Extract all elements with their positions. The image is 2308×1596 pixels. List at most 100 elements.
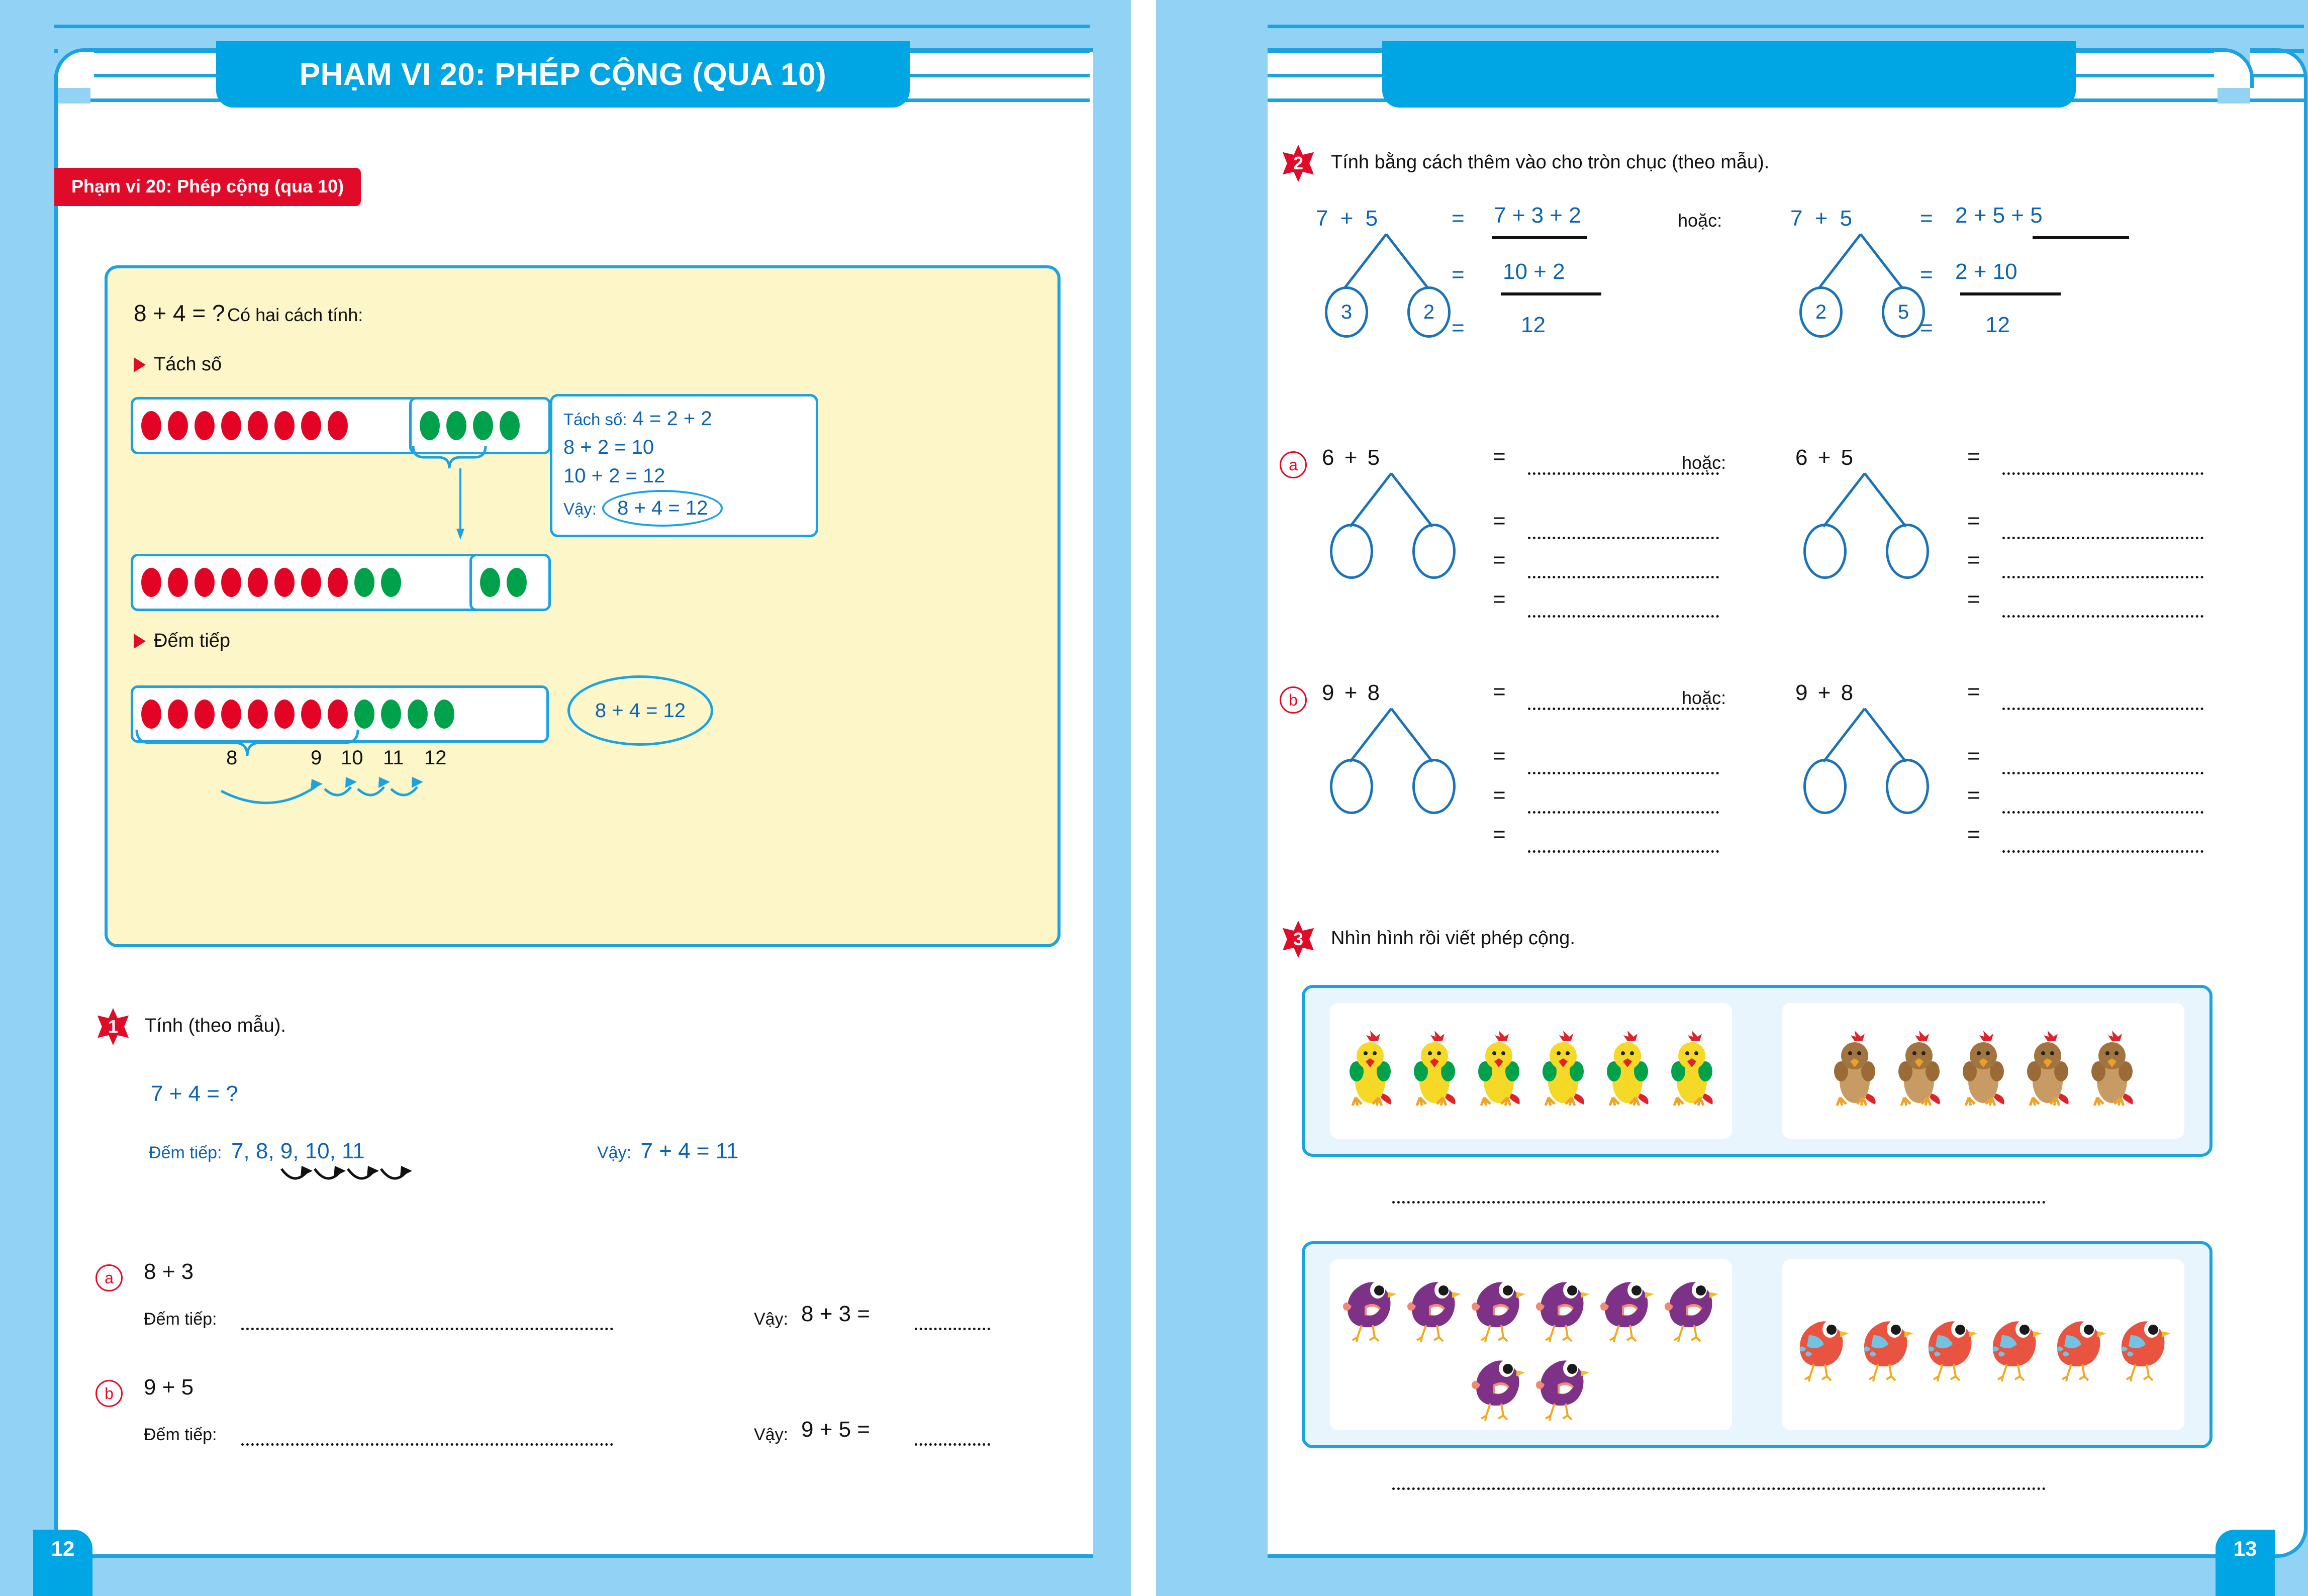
ex1-item-b-answer-blank[interactable] bbox=[915, 1443, 990, 1446]
exercise-3-title: Nhìn hình rồi viết phép cộng. bbox=[1331, 928, 1575, 949]
ex1-item-b-count-label: Đếm tiếp: bbox=[144, 1425, 217, 1444]
red-bird-icon bbox=[2121, 1321, 2171, 1382]
ex2-item-a-node-a[interactable] bbox=[1330, 524, 1373, 579]
page-number-right: 13 bbox=[2216, 1530, 2275, 1596]
counter-dot-green bbox=[381, 568, 401, 597]
ex1-item-b-vay-label: Vậy: bbox=[754, 1425, 789, 1444]
ex2-sample-left-node-a: 3 bbox=[1325, 286, 1368, 338]
ex2-item-a-blank-5[interactable] bbox=[2002, 472, 2203, 475]
purple-bird-icon bbox=[1471, 1281, 1525, 1343]
ex2-item-b-blank-2[interactable] bbox=[1528, 772, 1719, 774]
counter-dot-red bbox=[274, 411, 295, 440]
ex2-item-b-node-a2[interactable] bbox=[1803, 759, 1847, 814]
ex1-sample-vay: 7 + 4 = 11 bbox=[640, 1139, 739, 1163]
ex1-item-b-vay-expr: 9 + 5 = bbox=[801, 1417, 871, 1442]
ex2-sample-hoac: hoặc: bbox=[1678, 210, 1722, 231]
method-2-heading: Đếm tiếp bbox=[134, 630, 230, 652]
theory-question-note: Có hai cách tính: bbox=[227, 305, 363, 325]
ex2-item-a-eq-8: = bbox=[1967, 587, 1980, 612]
ex1-item-b-count-blank[interactable] bbox=[241, 1443, 613, 1446]
ex2-item-b-node-a[interactable] bbox=[1330, 759, 1373, 814]
count-step-2: 11 bbox=[383, 747, 404, 769]
ex2-item-b-blank-7[interactable] bbox=[2002, 811, 2203, 814]
brown-hen-icon bbox=[2027, 1031, 2069, 1106]
counter-dot-red bbox=[301, 568, 321, 597]
ex2-item-b-blank-4[interactable] bbox=[1528, 850, 1719, 853]
right-page: 2 Tính bằng cách thêm vào cho tròn chục … bbox=[1156, 0, 2308, 1596]
ex2-item-a-blank-4[interactable] bbox=[1528, 615, 1719, 618]
ex2-item-a-blank-2[interactable] bbox=[1528, 537, 1719, 539]
yellow-chick-icon bbox=[1350, 1031, 1391, 1106]
counter-dot-green bbox=[446, 411, 466, 440]
ex3-answer-blank-1[interactable] bbox=[1392, 1201, 2046, 1204]
ex2-item-b-blank-1[interactable] bbox=[1528, 708, 1719, 710]
ex2-item-b-node-b2[interactable] bbox=[1886, 759, 1929, 814]
ex2-item-a-blank-1[interactable] bbox=[1528, 472, 1719, 475]
red-bird-icon bbox=[1799, 1321, 1849, 1382]
counter-dot-red bbox=[141, 700, 161, 729]
theory-question: 8 + 4 = ? bbox=[134, 300, 225, 326]
ex2-item-a-blank-8[interactable] bbox=[2002, 615, 2203, 618]
counter-dot-green bbox=[507, 568, 527, 597]
ex1-item-a-vay-expr: 8 + 3 = bbox=[801, 1302, 871, 1326]
red-bird-icon bbox=[1928, 1321, 1978, 1382]
ex2-sample-left-split-lines bbox=[1344, 233, 1428, 288]
method-2-label: Đếm tiếp bbox=[154, 630, 231, 651]
vay-result-oval: 8 + 4 = 12 bbox=[602, 490, 723, 527]
dot-box-row2-extra bbox=[469, 554, 551, 611]
purple-bird-icon bbox=[1407, 1281, 1461, 1343]
ex2-item-a-node-b[interactable] bbox=[1412, 524, 1456, 579]
red-bird-icon bbox=[1992, 1321, 2042, 1382]
vay-label: Vậy: bbox=[563, 500, 597, 519]
yellow-chick-icon bbox=[1543, 1031, 1584, 1106]
ex2-sample-left-eq3: 12 bbox=[1521, 313, 1546, 337]
purple-bird-icon bbox=[1342, 1281, 1397, 1343]
tach-so-info-card: Tách số: 4 = 2 + 2 8 + 2 = 10 10 + 2 = 1… bbox=[550, 394, 818, 538]
ex2-item-a-eq-1: = bbox=[1493, 444, 1506, 469]
ex2-item-a-expr-2: 6 + 5 bbox=[1795, 445, 1856, 470]
counter-dot-red bbox=[274, 568, 295, 597]
counter-dot-red bbox=[195, 411, 215, 440]
right-banner bbox=[1382, 41, 2076, 108]
ex2-item-a-eq-2: = bbox=[1493, 509, 1506, 533]
yellow-chick-icon bbox=[1671, 1031, 1713, 1106]
dot-box-row1-red bbox=[131, 397, 423, 454]
ex2-item-a-node-b2[interactable] bbox=[1886, 524, 1929, 579]
ex1-item-a-answer-blank[interactable] bbox=[915, 1328, 990, 1330]
ex2-item-b-blank-5[interactable] bbox=[2002, 708, 2203, 710]
ex2-item-a-blank-6[interactable] bbox=[2002, 537, 2203, 539]
ex2-item-b-eq-5: = bbox=[1967, 679, 1980, 704]
ex1-item-b-marker: b bbox=[95, 1380, 123, 1407]
ex2-item-a-eq-5: = bbox=[1967, 444, 1980, 469]
ex3-answer-blank-2[interactable] bbox=[1392, 1487, 2046, 1490]
result-bubble: 8 + 4 = 12 bbox=[567, 675, 713, 746]
ex2-item-a-blank-3[interactable] bbox=[1528, 576, 1719, 578]
ex3-panel2-right-group bbox=[1782, 1259, 2184, 1430]
red-bird-icon bbox=[2057, 1321, 2106, 1382]
exercise-2-title: Tính bằng cách thêm vào cho tròn chục (t… bbox=[1331, 152, 1770, 173]
ex2-item-b-eq-3: = bbox=[1493, 783, 1506, 808]
counter-dot-red bbox=[328, 700, 348, 729]
ex2-item-b-expr: 9 + 8 bbox=[1322, 680, 1382, 705]
ex2-item-a-node-a2[interactable] bbox=[1803, 524, 1847, 579]
ex2-item-b-node-b[interactable] bbox=[1412, 759, 1456, 814]
ex2-item-b-blank-3[interactable] bbox=[1528, 811, 1719, 814]
ex2-item-b-blank-8[interactable] bbox=[2002, 850, 2203, 853]
counter-dot-red bbox=[221, 411, 241, 440]
ex2-sample-right-eq-sign-1: = bbox=[1920, 206, 1933, 231]
brace-arrow bbox=[412, 446, 487, 540]
ex2-item-a-blank-7[interactable] bbox=[2002, 576, 2203, 578]
yellow-chick-icon bbox=[1478, 1031, 1520, 1106]
ex2-sample-left-eq-sign-1: = bbox=[1452, 206, 1465, 231]
ex2-item-b-eq-6: = bbox=[1967, 744, 1980, 768]
brown-hen-icon bbox=[1834, 1031, 1876, 1106]
ex1-item-a-count-blank[interactable] bbox=[241, 1328, 613, 1330]
count-step-3: 12 bbox=[424, 747, 447, 769]
ex1-sample-count-arrows bbox=[280, 1166, 412, 1180]
tach-label: Tách số: bbox=[563, 410, 627, 429]
ex2-sample-right-expr: 7 + 5 bbox=[1790, 206, 1856, 231]
counter-dot-red bbox=[195, 700, 215, 729]
ex2-item-b-blank-6[interactable] bbox=[2002, 772, 2203, 774]
yellow-chick-icon bbox=[1607, 1031, 1649, 1106]
ex2-item-b-eq-1: = bbox=[1493, 679, 1506, 704]
